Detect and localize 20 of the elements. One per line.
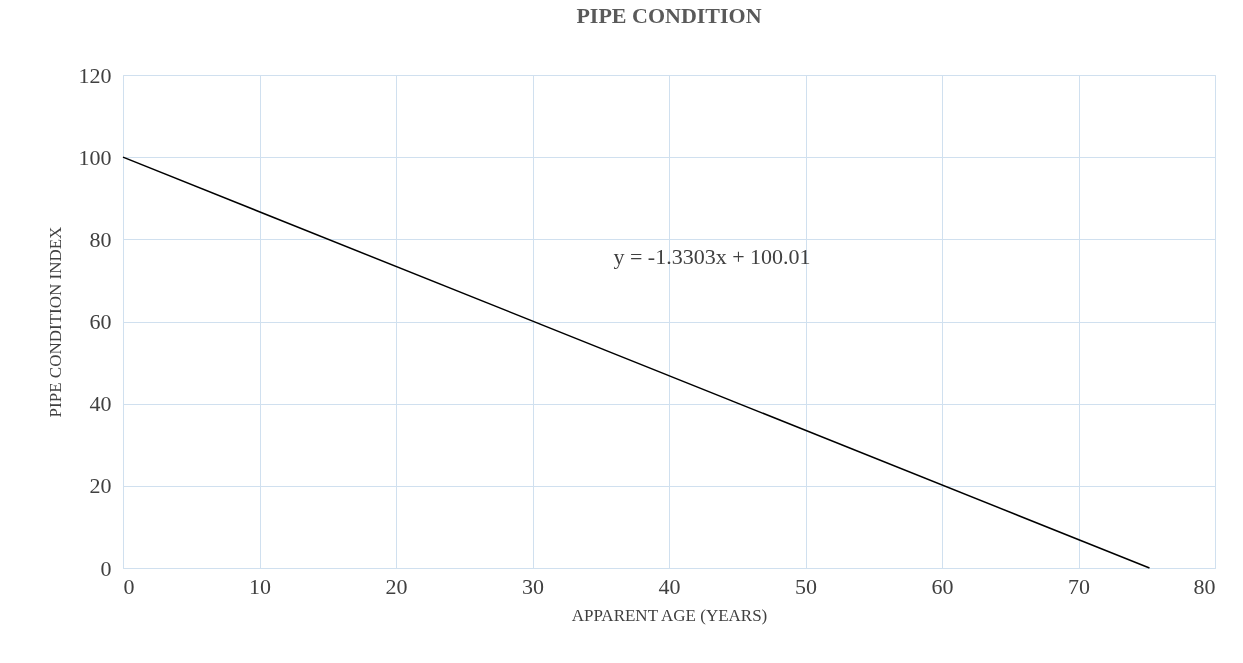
x-tick-label: 0 [123, 573, 135, 599]
x-tick-label: 60 [931, 573, 954, 599]
y-tick-label: 80 [89, 226, 112, 252]
y-tick-label: 20 [89, 473, 112, 499]
x-axis-title: APPARENT AGE (YEARS) [571, 605, 768, 625]
x-tick-label: 40 [658, 573, 681, 599]
y-tick-label: 120 [78, 62, 112, 88]
x-tick-label: 10 [249, 573, 271, 599]
x-tick-label: 70 [1068, 573, 1090, 599]
y-tick-label: 0 [100, 555, 112, 581]
annotation: y = -1.3303x + 100.01 [613, 244, 811, 269]
x-tick-label: 80 [1193, 573, 1216, 599]
x-tick-label: 20 [385, 573, 408, 599]
y-tick-label: 40 [89, 391, 112, 417]
y-tick-label: 100 [78, 144, 112, 170]
y-tick-label: 60 [89, 309, 112, 334]
chart-title: PIPE CONDITION [576, 3, 762, 28]
x-tick-label: 50 [795, 573, 817, 599]
y-axis-title: PIPE CONDITION INDEX [45, 226, 65, 418]
x-tick-label: 30 [522, 573, 544, 599]
